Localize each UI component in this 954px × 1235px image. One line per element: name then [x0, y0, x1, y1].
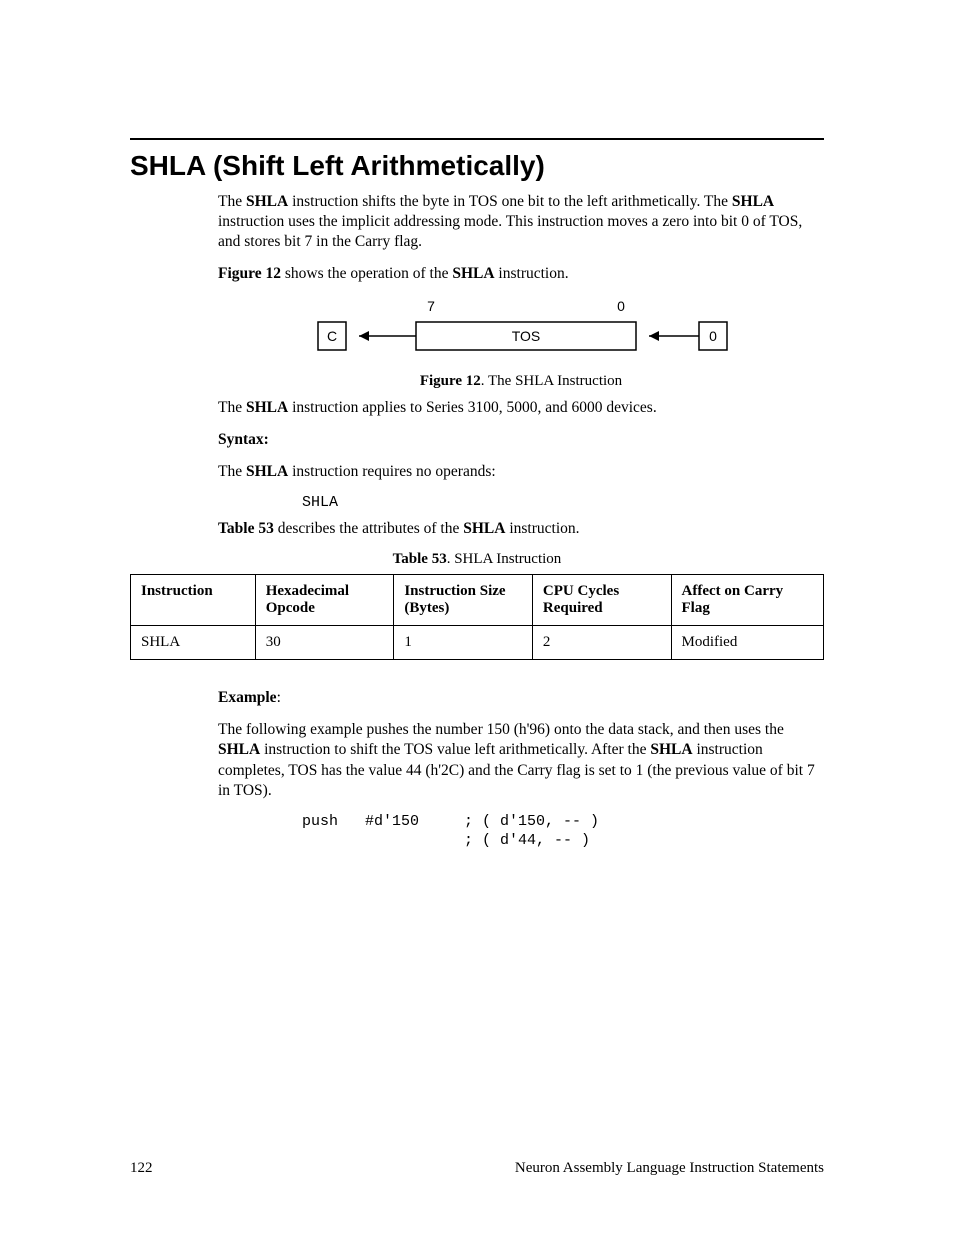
cell-opcode: 30	[255, 626, 394, 660]
text-run: instruction uses the implicit addressing…	[218, 213, 802, 250]
bold-run: SHLA	[218, 741, 260, 758]
syntax-label: Syntax:	[218, 430, 824, 450]
cell-size: 1	[394, 626, 533, 660]
text-run: The	[218, 463, 246, 480]
bit-0-label: 0	[617, 298, 625, 314]
bold-run: SHLA	[452, 265, 494, 282]
text-run: instruction to shift the TOS value left …	[260, 741, 650, 758]
bold-run: Syntax	[218, 431, 264, 448]
applies-to-paragraph: The SHLA instruction applies to Series 3…	[218, 398, 824, 418]
col-size: Instruction Size (Bytes)	[394, 575, 533, 626]
syntax-paragraph: The SHLA instruction requires no operand…	[218, 462, 824, 482]
text-run: The	[218, 399, 246, 416]
col-carry: Affect on Carry Flag	[671, 575, 823, 626]
figure-12-caption: Figure 12. The SHLA Instruction	[218, 373, 824, 390]
intro-paragraph: The SHLA instruction shifts the byte in …	[218, 192, 824, 252]
bold-run: SHLA	[246, 193, 288, 210]
text-run: The	[218, 193, 246, 210]
cell-cycles: 2	[532, 626, 671, 660]
text-run: instruction requires no operands:	[288, 463, 495, 480]
text-run: instruction.	[505, 520, 579, 537]
c-box-label: C	[327, 328, 337, 344]
text-run: describes the attributes of the	[274, 520, 463, 537]
bold-run: SHLA	[732, 193, 774, 210]
bold-run: SHLA	[246, 399, 288, 416]
table-53-caption: Table 53. SHLA Instruction	[130, 551, 824, 568]
arrowhead-2	[649, 331, 659, 341]
table-row: SHLA 30 1 2 Modified	[131, 626, 824, 660]
col-cycles: CPU Cycles Required	[532, 575, 671, 626]
text-run: . The SHLA Instruction	[481, 373, 622, 389]
page-number: 122	[130, 1160, 153, 1177]
example-label: Example:	[218, 688, 824, 708]
cell-instruction: SHLA	[131, 626, 256, 660]
example-paragraph: The following example pushes the number …	[218, 720, 824, 801]
top-horizontal-rule	[130, 138, 824, 140]
table-header-row: Instruction Hexadecimal Opcode Instructi…	[131, 575, 824, 626]
body-content: The SHLA instruction shifts the byte in …	[218, 192, 824, 539]
table-ref-paragraph: Table 53 describes the attributes of the…	[218, 519, 824, 539]
bold-run: Figure 12	[420, 373, 481, 389]
text-run: . SHLA Instruction	[447, 551, 562, 567]
cell-carry: Modified	[671, 626, 823, 660]
zero-box-label: 0	[709, 328, 717, 344]
text-run: The following example pushes the number …	[218, 721, 784, 738]
bit-7-label: 7	[427, 298, 435, 314]
bold-run: Example	[218, 689, 277, 706]
bold-run: Table 53	[393, 551, 447, 567]
col-instruction: Instruction	[131, 575, 256, 626]
bold-run: Figure 12	[218, 265, 281, 282]
section-title: Neuron Assembly Language Instruction Sta…	[515, 1160, 824, 1177]
attributes-table: Instruction Hexadecimal Opcode Instructi…	[130, 574, 824, 660]
tos-box-label: TOS	[512, 328, 541, 344]
col-opcode: Hexadecimal Opcode	[255, 575, 394, 626]
text-run: instruction.	[495, 265, 569, 282]
bold-run: Table 53	[218, 520, 274, 537]
text-run: shows the operation of the	[281, 265, 452, 282]
page-heading: SHLA (Shift Left Arithmetically)	[130, 150, 824, 182]
bold-run: SHLA	[463, 520, 505, 537]
bold-run: SHLA	[246, 463, 288, 480]
shla-diagram-svg: 7 0 C TOS 0	[311, 297, 731, 367]
figure-ref-paragraph: Figure 12 shows the operation of the SHL…	[218, 264, 824, 284]
example-code-block: push #d'150 ; ( d'150, -- ) ; ( d'44, --…	[302, 813, 824, 851]
page-footer: 122 Neuron Assembly Language Instruction…	[130, 1160, 824, 1177]
syntax-code: SHLA	[302, 494, 824, 511]
text-run: instruction applies to Series 3100, 5000…	[288, 399, 657, 416]
bold-run: SHLA	[650, 741, 692, 758]
document-page: SHLA (Shift Left Arithmetically) The SHL…	[0, 0, 954, 1235]
text-run: instruction shifts the byte in TOS one b…	[288, 193, 732, 210]
arrowhead-1	[359, 331, 369, 341]
figure-12-diagram: 7 0 C TOS 0	[311, 297, 731, 367]
example-section: Example: The following example pushes th…	[218, 688, 824, 850]
